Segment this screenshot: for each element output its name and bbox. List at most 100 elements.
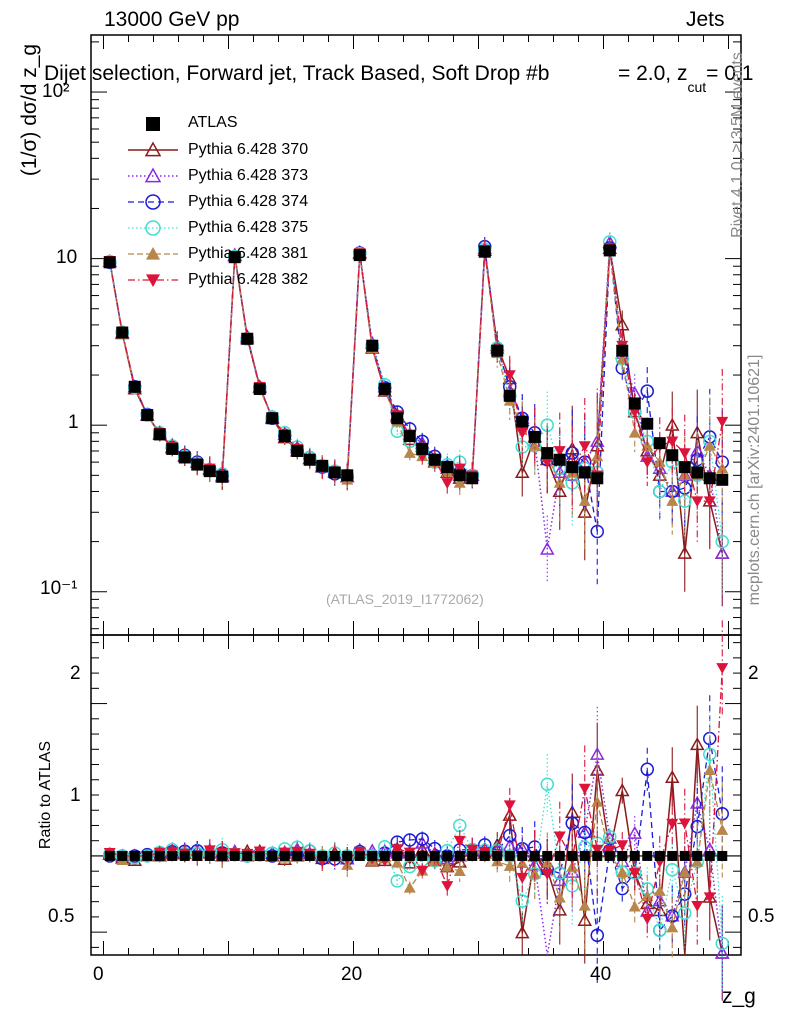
ratio-point-pythia-6-428-375 xyxy=(515,894,529,908)
ratio-point-pythia-6-428-382 xyxy=(691,900,704,912)
point-atlas xyxy=(678,461,691,474)
ratio-point-atlas xyxy=(267,850,278,861)
point-atlas xyxy=(466,472,479,485)
point-atlas xyxy=(691,466,704,479)
point-atlas xyxy=(253,382,266,395)
ratio-point-atlas xyxy=(379,850,390,861)
analysis-watermark: (ATLAS_2019_I1772062) xyxy=(326,591,484,607)
ratio-point-pythia-6-428-375 xyxy=(653,923,667,937)
ratio-point-pythia-6-428-382 xyxy=(591,844,604,856)
ratio-point-pythia-6-428-382 xyxy=(466,844,479,856)
point-pythia-6-428-375 xyxy=(715,534,729,549)
point-pythia-6-428-375 xyxy=(653,484,667,499)
ratio-tick-label-0.5-right: 0.5 xyxy=(748,906,775,927)
ratio-point-pythia-6-428-375 xyxy=(390,874,404,888)
ratio-point-pythia-6-428-374 xyxy=(578,825,592,840)
mcplots-label: mcplots.cern.ch [arXiv:2401.10621] xyxy=(746,354,763,606)
ratio-point-atlas xyxy=(479,850,490,861)
ratio-point-atlas xyxy=(617,850,628,861)
point-atlas xyxy=(416,442,429,455)
ratio-point-pythia-6-428-381 xyxy=(666,921,679,933)
ratio-point-pythia-6-428-375 xyxy=(665,863,679,877)
point-pythia-6-428-382 xyxy=(553,446,566,457)
point-atlas xyxy=(116,326,129,339)
ratio-point-pythia-6-428-381 xyxy=(578,899,591,911)
point-atlas xyxy=(341,469,354,482)
ratio-point-atlas xyxy=(354,850,365,861)
point-pythia-6-428-373 xyxy=(539,541,555,555)
ratio-point-pythia-6-428-374 xyxy=(590,928,604,943)
point-pythia-6-428-382 xyxy=(628,407,641,418)
ratio-point-atlas xyxy=(342,850,353,861)
ratio-point-pythia-6-428-370 xyxy=(402,855,418,869)
point-pythia-6-428-374 xyxy=(640,384,654,398)
ratio-point-pythia-6-428-381 xyxy=(503,860,516,871)
ratio-point-pythia-6-428-370 xyxy=(664,769,680,784)
point-atlas xyxy=(578,466,591,479)
point-pythia-6-428-381 xyxy=(666,495,679,506)
point-pythia-6-428-381 xyxy=(716,462,729,474)
point-pythia-6-428-382 xyxy=(666,436,679,448)
ratio-point-pythia-6-428-381 xyxy=(628,900,641,912)
point-pythia-6-428-382 xyxy=(453,463,466,475)
ratio-point-pythia-6-428-382 xyxy=(416,865,429,877)
point-atlas xyxy=(141,409,154,422)
ratio-point-atlas xyxy=(367,850,378,861)
point-atlas xyxy=(491,344,504,357)
point-atlas xyxy=(428,453,441,466)
point-pythia-6-428-382 xyxy=(516,428,529,439)
legend-marker-pythia-6-428-375 xyxy=(145,220,161,236)
ratio-point-atlas xyxy=(567,850,578,861)
point-atlas xyxy=(103,256,116,269)
y-tick-label-10: 10 xyxy=(56,247,78,268)
ratio-point-atlas xyxy=(654,850,665,861)
point-pythia-6-428-382 xyxy=(578,441,591,452)
legend xyxy=(128,117,178,287)
point-pythia-6-428-381 xyxy=(453,476,466,488)
point-atlas xyxy=(666,449,679,462)
point-pythia-6-428-370 xyxy=(514,464,530,479)
point-atlas xyxy=(191,458,204,471)
ratio-point-pythia-6-428-381 xyxy=(678,866,691,878)
legend-label-374: Pythia 6.428 374 xyxy=(188,193,309,210)
legend-marker-pythia-6-428-374 xyxy=(145,194,161,210)
ratio-point-pythia-6-428-382 xyxy=(441,881,454,892)
point-atlas xyxy=(166,442,179,455)
ratio-point-pythia-6-428-382 xyxy=(203,845,216,857)
ratio-point-pythia-6-428-382 xyxy=(553,831,566,843)
ratio-point-atlas xyxy=(542,850,553,861)
point-atlas xyxy=(303,453,316,466)
plot-title-end: = 0.1 xyxy=(706,62,754,85)
ratio-point-atlas xyxy=(717,850,728,861)
y-tick-label-0.1: 10⁻¹ xyxy=(40,578,78,599)
legend-marker-pythia-6-428-381 xyxy=(146,247,160,260)
ratio-point-atlas xyxy=(467,850,478,861)
ratio-point-atlas xyxy=(642,850,653,861)
ratio-point-pythia-6-428-374 xyxy=(503,828,517,843)
main-plot-marks xyxy=(102,232,730,607)
ratio-point-atlas xyxy=(154,850,165,861)
ratio-point-pythia-6-428-370 xyxy=(577,912,593,926)
ratio-point-atlas xyxy=(629,850,640,861)
ratio-point-pythia-6-428-375 xyxy=(453,818,467,833)
ratio-point-pythia-6-428-375 xyxy=(715,936,729,951)
ratio-point-atlas xyxy=(442,850,453,861)
ratio-tick-label-1: 1 xyxy=(70,785,81,806)
point-atlas xyxy=(178,451,191,464)
point-atlas xyxy=(703,472,716,485)
point-atlas xyxy=(278,430,291,443)
ratio-point-pythia-6-428-373 xyxy=(714,945,730,959)
legend-label-381: Pythia 6.428 381 xyxy=(188,245,309,262)
x-tick-label-20: 20 xyxy=(341,964,363,985)
point-atlas xyxy=(203,465,216,478)
ratio-point-pythia-6-428-382 xyxy=(703,892,716,904)
ratio-point-pythia-6-428-374 xyxy=(415,832,429,846)
ratio-point-pythia-6-428-382 xyxy=(516,872,529,884)
point-atlas xyxy=(128,380,141,393)
ratio-point-atlas xyxy=(229,850,240,861)
point-atlas xyxy=(441,461,454,474)
point-pythia-6-428-381 xyxy=(578,495,591,506)
point-atlas xyxy=(716,473,729,486)
ratio-point-atlas xyxy=(604,850,615,861)
point-atlas xyxy=(641,417,654,430)
